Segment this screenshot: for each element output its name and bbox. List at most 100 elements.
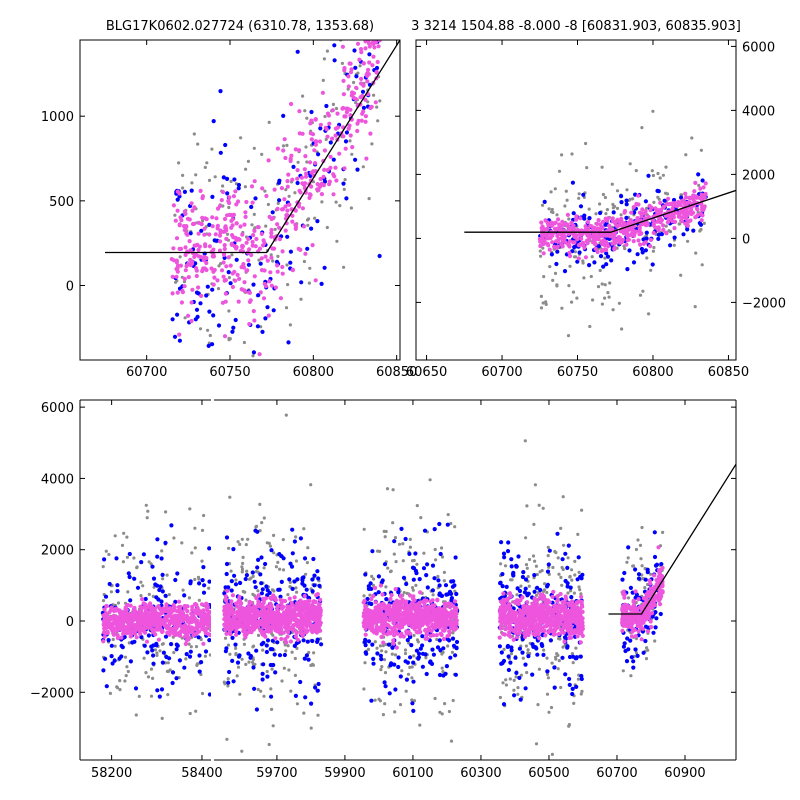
data-point-blue [236, 186, 241, 191]
data-point-magenta [312, 618, 317, 623]
data-point-blue [277, 198, 282, 203]
data-point-magenta [574, 214, 579, 219]
data-point-blue [393, 687, 398, 692]
data-point-blue [265, 638, 271, 643]
data-point-magenta [700, 193, 706, 198]
data-point-magenta [171, 246, 176, 251]
data-point-blue [620, 577, 625, 582]
data-point-gray [251, 354, 255, 358]
data-point-magenta [550, 240, 555, 245]
data-point-blue [281, 113, 286, 118]
data-point-magenta [244, 199, 249, 205]
data-point-blue [201, 590, 207, 595]
data-point-gray [149, 667, 154, 671]
data-point-blue [188, 231, 193, 236]
data-point-gray [502, 647, 506, 652]
data-point-magenta [620, 237, 625, 243]
data-point-gray [533, 559, 537, 563]
data-point-magenta [359, 76, 364, 81]
data-point-gray [615, 189, 620, 193]
data-point-blue [251, 282, 256, 287]
data-point-gray [625, 560, 629, 564]
data-point-blue [518, 697, 523, 702]
data-point-magenta [633, 229, 639, 234]
data-point-blue [230, 658, 235, 664]
data-point-blue [182, 665, 187, 670]
data-point-magenta [302, 600, 307, 606]
data-point-gray [447, 709, 451, 714]
data-point-gray [134, 713, 138, 717]
data-point-gray [155, 653, 159, 658]
data-point-blue [332, 58, 337, 63]
data-point-magenta [188, 626, 193, 631]
data-point-magenta [103, 617, 108, 623]
data-point-gray [571, 661, 575, 665]
data-point-blue [288, 249, 293, 254]
data-point-blue [256, 557, 261, 563]
data-point-gray [542, 648, 546, 652]
data-point-blue [562, 269, 568, 274]
data-point-blue [624, 198, 629, 203]
data-point-magenta [118, 623, 123, 629]
data-point-magenta [648, 237, 654, 242]
data-point-gray [605, 208, 610, 212]
data-point-magenta [284, 213, 289, 218]
data-point-blue [679, 195, 684, 200]
data-point-gray [153, 648, 157, 652]
data-point-blue [295, 49, 300, 54]
data-point-magenta [231, 625, 236, 631]
data-point-gray [266, 202, 270, 207]
data-point-blue [532, 589, 537, 594]
data-point-gray [577, 570, 581, 575]
data-point-gray [116, 601, 121, 605]
data-point-blue [224, 561, 230, 567]
data-point-gray [198, 327, 203, 331]
data-point-gray [531, 554, 536, 558]
data-point-blue [516, 554, 521, 559]
data-point-magenta [658, 209, 664, 214]
data-point-magenta [143, 626, 148, 631]
data-point-magenta [315, 592, 320, 597]
data-point-magenta [355, 121, 360, 126]
data-point-gray [566, 556, 570, 560]
data-point-magenta [631, 205, 636, 210]
data-point-gray [226, 677, 230, 681]
data-point-gray [252, 146, 256, 150]
data-point-blue [587, 263, 592, 268]
data-point-blue [514, 670, 519, 676]
data-point-blue [565, 645, 570, 650]
data-point-gray [567, 217, 571, 221]
data-point-gray [307, 217, 311, 221]
data-point-magenta [252, 318, 257, 323]
data-point-magenta [269, 234, 274, 239]
data-point-magenta [601, 238, 607, 243]
data-point-blue [567, 676, 572, 682]
data-point-magenta [296, 204, 302, 209]
data-point-magenta [684, 202, 689, 207]
data-point-gray [166, 661, 170, 665]
data-point-blue [643, 199, 649, 204]
data-point-magenta [247, 322, 252, 327]
data-point-gray [304, 145, 308, 149]
data-point-blue [224, 571, 229, 577]
data-point-blue [420, 664, 425, 669]
data-point-magenta [615, 224, 620, 229]
data-point-magenta [364, 72, 369, 77]
data-point-magenta [183, 268, 188, 273]
data-point-gray [123, 679, 127, 683]
data-point-magenta [187, 239, 192, 244]
data-point-magenta [204, 260, 209, 266]
data-point-gray [295, 646, 299, 651]
data-point-magenta [252, 228, 257, 233]
data-point-blue [128, 659, 133, 664]
data-point-gray [596, 285, 601, 289]
data-point-gray [573, 250, 578, 254]
data-point-magenta [615, 238, 621, 243]
data-point-gray [241, 555, 245, 560]
data-point-gray [226, 232, 230, 236]
data-point-gray [557, 169, 562, 173]
data-point-gray [120, 543, 125, 548]
data-point-gray [617, 301, 622, 305]
data-point-magenta [666, 217, 671, 222]
data-point-magenta [598, 222, 603, 227]
